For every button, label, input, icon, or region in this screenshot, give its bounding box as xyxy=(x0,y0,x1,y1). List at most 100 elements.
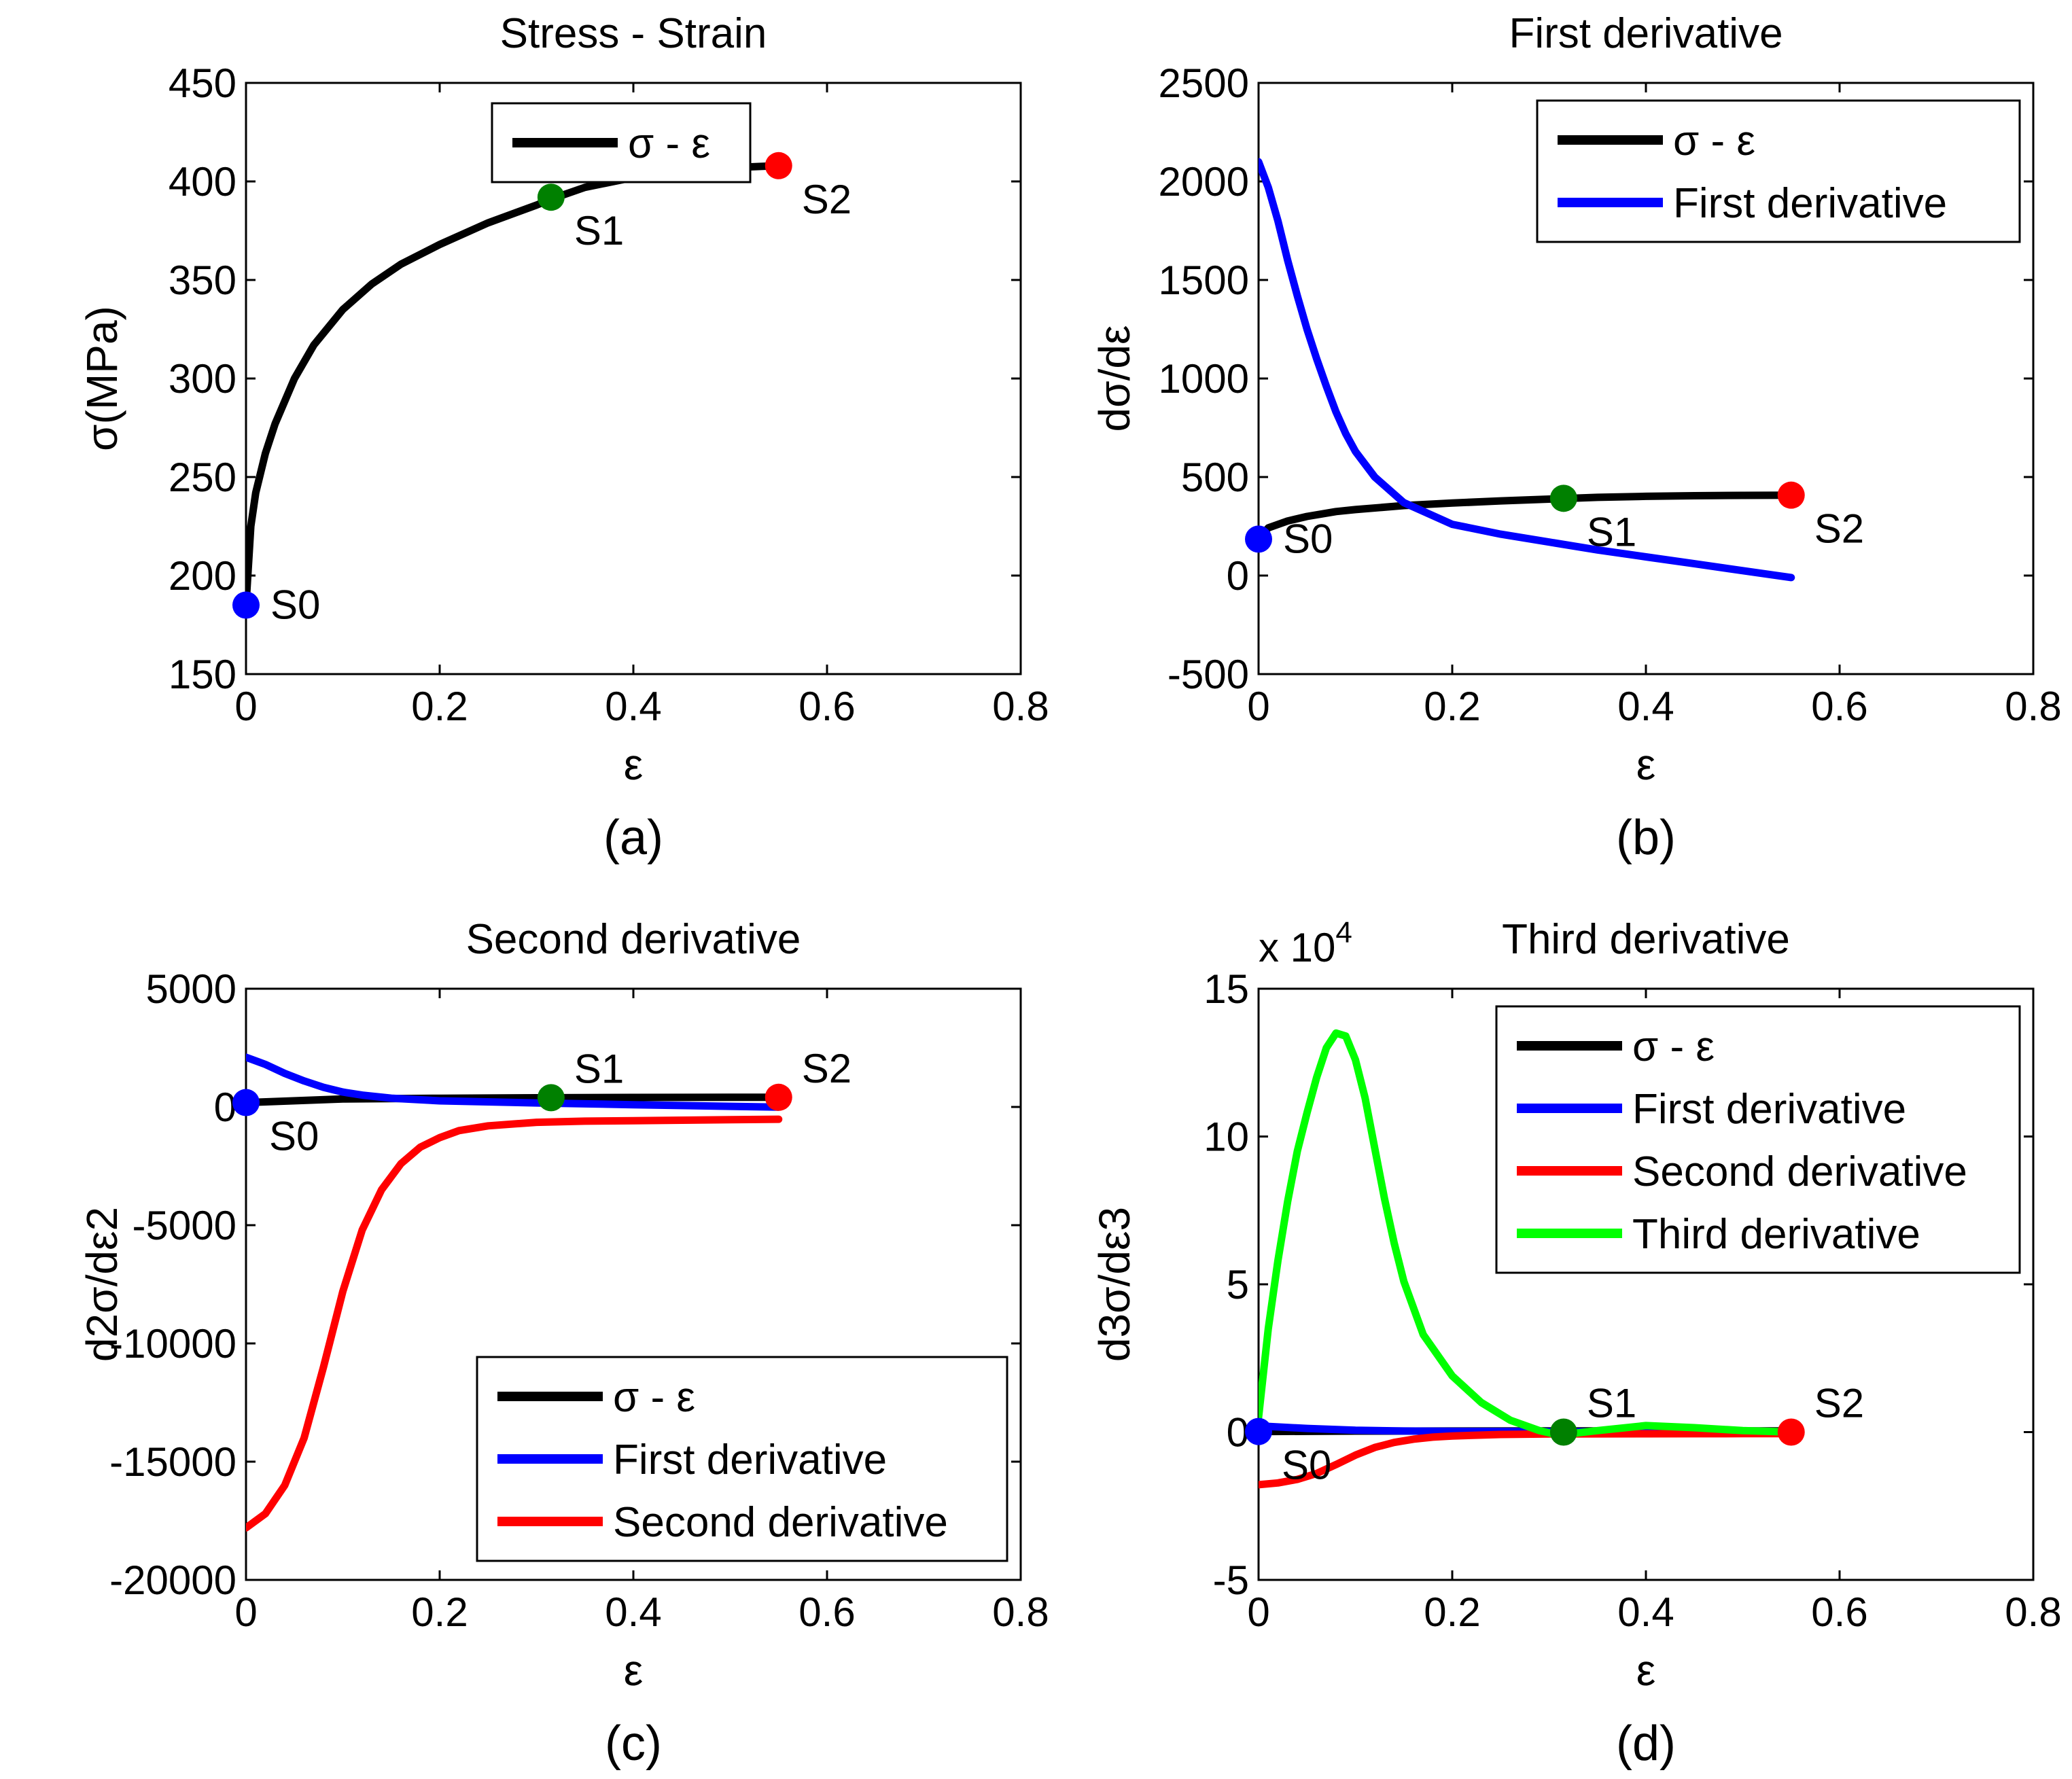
point-label-s2: S2 xyxy=(802,177,851,222)
point-label-s0: S0 xyxy=(270,582,320,628)
legend-entry-label: Third derivative xyxy=(1632,1211,1920,1258)
y-tick-label: 0 xyxy=(1227,553,1249,599)
y-tick-label: 300 xyxy=(169,356,236,402)
point-label-s1: S1 xyxy=(574,1046,624,1091)
y-tick-label: 500 xyxy=(1181,455,1249,500)
x-tick-label: 0.8 xyxy=(2005,1589,2061,1635)
series-line-stress-strain xyxy=(1259,491,1795,543)
point-marker-s1 xyxy=(1549,485,1577,512)
y-tick-label: -15000 xyxy=(109,1439,236,1485)
x-tick-label: 0.2 xyxy=(411,684,468,729)
legend-entry-label: σ - ε xyxy=(613,1374,695,1421)
x-tick-label: 0.6 xyxy=(1811,684,1867,729)
point-marker-s1 xyxy=(1549,1418,1577,1446)
y-axis-label: dσ/dε xyxy=(1090,325,1139,432)
y-multiplier-base: x 10 xyxy=(1259,925,1335,970)
x-tick-label: 0.6 xyxy=(798,1589,855,1635)
y-tick-label: 400 xyxy=(169,159,236,205)
x-tick-label: 0 xyxy=(1247,1589,1269,1635)
y-tick-label: 5 xyxy=(1227,1262,1249,1307)
y-tick-label: 1500 xyxy=(1159,258,1249,303)
legend-box xyxy=(1495,1005,2021,1274)
series-line-first-derivative xyxy=(1259,158,1795,582)
y-tick-label: 1000 xyxy=(1159,356,1249,402)
point-marker-s0 xyxy=(232,591,260,619)
series-line-second-derivative xyxy=(246,1115,783,1532)
x-tick-label: 0.2 xyxy=(1424,1589,1480,1635)
legend-entry-label: First derivative xyxy=(1673,180,1947,227)
y-axis-label: σ(MPa) xyxy=(77,306,126,451)
legend-entry-label: σ - ε xyxy=(1673,118,1755,164)
y-tick-label: 2500 xyxy=(1159,60,1249,106)
legend-box xyxy=(1536,99,2021,243)
point-marker-s0 xyxy=(1245,525,1272,553)
series-line-stress-strain xyxy=(246,1093,783,1107)
x-tick-label: 0 xyxy=(234,1589,257,1635)
x-tick-label: 0.8 xyxy=(992,1589,1049,1635)
x-tick-label: 0 xyxy=(234,684,257,729)
panel-label: (d) xyxy=(1616,1716,1676,1771)
x-tick-label: 0 xyxy=(1247,684,1269,729)
legend-entry-label: Second derivative xyxy=(1632,1148,1967,1195)
series-line-first-derivative xyxy=(246,1053,783,1111)
point-label-s0: S0 xyxy=(269,1114,319,1159)
point-marker-s1 xyxy=(537,183,565,211)
x-tick-label: 0.8 xyxy=(992,684,1049,729)
y-tick-label: -10000 xyxy=(109,1321,236,1367)
legend-entry-label: σ - ε xyxy=(628,120,710,167)
x-tick-label: 0.2 xyxy=(1424,684,1480,729)
chart-panel-2: Second derivative 0 0.2 0.4 0.6 0.8 -20000 -150… xyxy=(77,916,1049,1771)
series-line-second-derivative xyxy=(1259,1430,1795,1489)
x-tick-label: 0.4 xyxy=(1617,684,1674,729)
legend: σ - ε First derivative Second derivative Th… xyxy=(1495,1005,2021,1274)
point-label-s2: S2 xyxy=(802,1046,851,1091)
y-tick-label: 450 xyxy=(169,60,236,106)
x-axis-label: ε xyxy=(624,1646,644,1695)
y-axis-label: d3σ/dε3 xyxy=(1090,1207,1139,1362)
point-label-s0: S0 xyxy=(1282,1443,1331,1488)
y-tick-label: -5000 xyxy=(133,1203,236,1248)
x-tick-label: 0.6 xyxy=(798,684,855,729)
x-tick-label: 0.8 xyxy=(2005,684,2061,729)
x-tick-label: 0.4 xyxy=(605,1589,661,1635)
x-tick-label: 0.4 xyxy=(605,684,661,729)
point-marker-s0 xyxy=(1245,1417,1272,1445)
point-marker-s1 xyxy=(537,1084,565,1112)
chart-title: Second derivative xyxy=(466,916,801,963)
panel-label: (c) xyxy=(605,1716,662,1771)
point-marker-s0 xyxy=(232,1089,260,1116)
legend-entry-label: σ - ε xyxy=(1632,1023,1715,1070)
y-tick-label: 350 xyxy=(169,258,236,303)
y-tick-label: 5000 xyxy=(146,966,236,1012)
point-label-s1: S1 xyxy=(574,208,624,253)
y-multiplier: x 104 xyxy=(1259,916,1352,970)
chart-title: First derivative xyxy=(1509,10,1783,57)
x-axis-label: ε xyxy=(1636,1646,1656,1695)
legend: σ - ε First derivative Second derivative xyxy=(476,1356,1008,1562)
chart-title: Third derivative xyxy=(1502,916,1790,963)
point-marker-s2 xyxy=(1777,1418,1805,1446)
y-tick-label: 15 xyxy=(1204,966,1249,1012)
legend: σ - ε xyxy=(491,102,752,183)
panel-label: (a) xyxy=(603,811,663,865)
y-multiplier-exponent: 4 xyxy=(1335,916,1352,949)
series-line-third-derivative xyxy=(1259,1029,1795,1439)
y-tick-label: 0 xyxy=(214,1085,236,1130)
x-axis-label: ε xyxy=(624,740,644,789)
y-tick-label: 150 xyxy=(169,652,236,697)
point-label-s1: S1 xyxy=(1587,509,1636,554)
x-axis-label: ε xyxy=(1636,740,1656,789)
legend-entry-label: Second derivative xyxy=(613,1499,948,1546)
point-label-s2: S2 xyxy=(1814,506,1864,552)
point-label-s2: S2 xyxy=(1814,1381,1864,1426)
legend-entry-label: First derivative xyxy=(613,1437,887,1483)
chart-panel-0: Stress - Strain 0 0.2 0.4 0.6 0.8 150 200 250 300… xyxy=(77,10,1049,865)
point-marker-s2 xyxy=(765,1083,792,1111)
x-tick-label: 0.4 xyxy=(1617,1589,1674,1635)
y-tick-label: 250 xyxy=(169,455,236,500)
y-tick-label: -5 xyxy=(1213,1557,1249,1603)
panel-label: (b) xyxy=(1616,811,1676,865)
chart-title: Stress - Strain xyxy=(500,10,767,57)
